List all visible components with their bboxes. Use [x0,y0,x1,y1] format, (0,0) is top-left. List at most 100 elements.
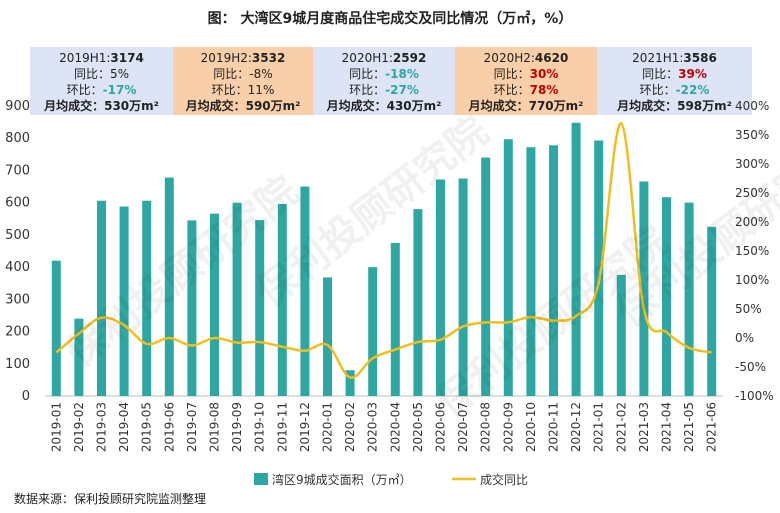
x-tick-label: 2020-03 [366,402,380,452]
y-right-tick-label: -50% [735,360,766,374]
y-right-tick-label: 300% [735,157,769,171]
x-tick-label: 2019-06 [162,402,176,452]
yoy-label: 同比： [349,67,386,81]
avg-value: 590万m² [245,99,301,113]
x-tick-label: 2019-04 [117,402,131,452]
x-tick-label: 2019-02 [72,402,86,452]
period-total: 3532 [251,51,286,65]
bar [255,220,265,396]
x-tick-label: 2021-03 [637,402,651,452]
summary-box-3: 2020H2:4620 同比：30% 环比：78% 月均成交：770万m² [455,47,597,115]
x-tick-label: 2020-12 [569,402,583,452]
x-tick-label: 2020-09 [501,402,515,452]
bar [277,203,287,396]
chart-title: 图： 大湾区9城月度商品住宅成交及同比情况（万㎡，%） [207,11,573,27]
bar [481,157,491,396]
avg-value: 598万m² [677,99,732,113]
bar [458,178,468,396]
period-label: 2019H1: [59,51,111,65]
mom-label: 环比： [639,83,676,97]
bar [707,226,717,396]
x-tick-label: 2020-05 [411,402,425,452]
yoy-label: 同比： [73,67,110,81]
avg-label: 月均成交： [44,99,105,113]
legend-bar-label: 湾区9城成交面积（万㎡） [272,472,412,487]
bar [345,370,355,396]
x-tick-label: 2020-02 [343,402,357,452]
bar [368,267,378,396]
y-left-tick-label: 500 [5,228,30,243]
summary-box-0: 2019H1:3174 同比：5% 环比：-17% 月均成交：530万m² [30,47,173,115]
bar [97,200,106,396]
y-right-tick-label: -100% [735,389,774,403]
mom-value: 78% [529,83,559,97]
x-tick-label: 2021-02 [614,402,628,452]
x-tick-label: 2019-07 [185,402,199,452]
y-right-tick-label: 400% [735,99,769,113]
x-tick-label: 2019-03 [95,402,109,452]
yoy-label: 同比： [213,67,250,81]
mom-label: 环比： [493,83,530,97]
mom-value: -22% [675,83,710,97]
summary-box-1: 2019H2:3532 同比：-8% 环比：11% 月均成交：590万m² [173,47,313,115]
avg-value: 430万m² [386,99,442,113]
mom-value: 11% [247,83,275,97]
mom-value: -17% [102,83,137,97]
x-tick-label: 2019-09 [230,402,244,452]
period-label: 2019H2: [200,51,252,65]
x-tick-label: 2020-07 [456,402,470,452]
yoy-value: -8% [249,67,273,81]
x-tick-label: 2021-04 [660,402,674,452]
x-tick-label: 2019-01 [49,402,63,452]
period-total: 2592 [392,51,427,65]
bar [526,147,536,396]
y-left-tick-label: 400 [5,260,30,275]
yoy-value: 30% [529,67,559,81]
period-total: 4620 [534,51,569,65]
bar [187,220,197,396]
y-left-tick-label: 300 [5,292,30,307]
mom-value: -27% [385,83,419,97]
bar [413,209,423,396]
avg-label: 月均成交： [326,99,387,113]
x-tick-label: 2020-08 [479,402,493,452]
yoy-line [55,122,712,379]
x-tick-label: 2019-05 [140,402,154,452]
bar [684,202,694,396]
avg-value: 770万m² [528,99,584,113]
bar [210,213,219,396]
x-tick-label: 2019-10 [253,402,267,452]
y-right-tick-label: 250% [735,186,769,200]
x-tick-label: 2020-10 [524,402,538,452]
period-total: 3586 [683,51,717,65]
bar [639,181,649,396]
bar [594,140,604,396]
mom-label: 环比： [66,83,103,97]
avg-label: 月均成交： [617,99,678,113]
summary-box-4: 2021H1:3586 同比：39% 环比：-22% 月均成交：598万m² [597,47,752,115]
y-left-tick-label: 900 [5,99,30,114]
y-right-tick-label: 350% [735,128,769,142]
bar [323,277,332,396]
x-tick-label: 2021-06 [705,402,719,452]
bar [616,274,626,396]
x-tick-label: 2021-05 [682,402,696,452]
y-left-tick-label: 800 [5,131,30,146]
period-total: 3174 [110,51,144,65]
bar [503,139,513,396]
y-left-tick-label: 700 [5,163,30,178]
bar [232,202,242,396]
bar [142,200,152,396]
x-tick-label: 2019-08 [208,402,222,452]
bar [436,179,445,396]
period-label: 2020H1: [341,51,393,65]
y-right-tick-label: 200% [735,215,769,229]
x-tick-label: 2020-11 [547,402,561,452]
y-left-tick-label: 600 [5,196,30,211]
bar [390,242,400,396]
period-label: 2020H2: [483,51,535,65]
y-left-tick-label: 200 [5,325,30,340]
legend-bar-swatch [254,473,268,485]
x-tick-label: 2020-01 [321,402,335,452]
